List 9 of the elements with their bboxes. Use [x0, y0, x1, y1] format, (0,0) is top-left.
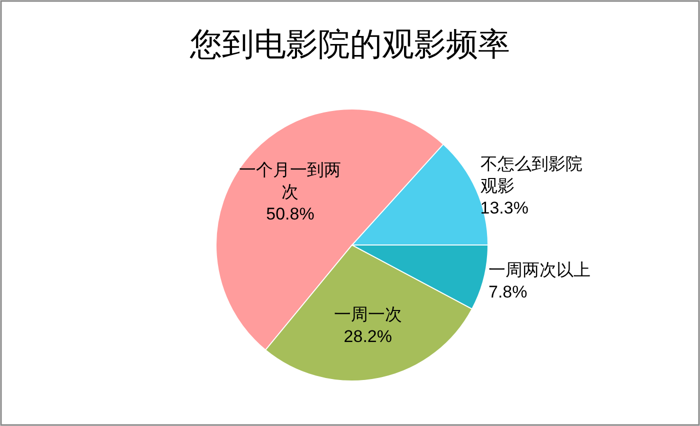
data-label: 28.2% — [344, 327, 392, 346]
chart-title: 您到电影院的观影频率 — [189, 26, 510, 62]
slice-label: 不怎么到影院观影 — [480, 154, 582, 196]
data-label: 7.8% — [488, 282, 528, 302]
data-label: 50.8% — [266, 204, 314, 224]
slice-label: 一周一次 — [334, 305, 402, 324]
slice-label: 一周两次以上 — [488, 260, 590, 280]
slice-label: 一个月一到两次 — [239, 160, 342, 202]
data-label: 13.3% — [480, 198, 528, 218]
